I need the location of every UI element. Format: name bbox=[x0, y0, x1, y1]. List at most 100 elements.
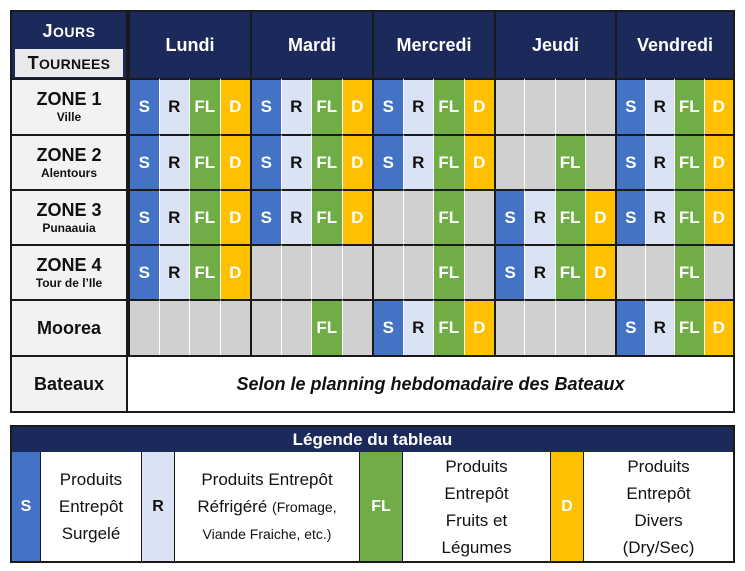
delivery-schedule-table: JOURS TOURNEES Lundi Mardi Mercredi Jeud… bbox=[10, 10, 735, 413]
legend-note: Viande Fraiche, etc.) bbox=[202, 525, 332, 542]
cell-fl: FL bbox=[433, 244, 464, 299]
row-name: ZONE 2 bbox=[36, 144, 102, 165]
legend-swatch-fl: FL bbox=[360, 452, 403, 561]
cell-empty bbox=[554, 299, 585, 355]
row-label-bateaux: Bateaux bbox=[12, 355, 128, 411]
legend-swatch-d: D bbox=[551, 452, 584, 561]
cell-r: R bbox=[402, 299, 433, 355]
cell-empty bbox=[584, 299, 615, 355]
legend-swatch-s: S bbox=[12, 452, 41, 561]
jours-header: JOURS bbox=[12, 15, 126, 47]
legend-line: Produits bbox=[59, 470, 123, 489]
cell-d: D bbox=[219, 134, 250, 189]
cell-empty bbox=[494, 299, 525, 355]
cell-fl: FL bbox=[433, 299, 464, 355]
cell-empty bbox=[372, 189, 403, 244]
cell-d: D bbox=[463, 299, 494, 355]
cell-empty bbox=[128, 299, 159, 355]
cell-empty bbox=[463, 189, 494, 244]
cell-r: R bbox=[644, 78, 674, 134]
jours-rest: OURS bbox=[53, 24, 96, 40]
cell-d: D bbox=[703, 189, 733, 244]
cell-empty bbox=[158, 299, 189, 355]
legend-title: Légende du tableau bbox=[12, 427, 733, 452]
row-subtitle: Alentours bbox=[40, 165, 97, 180]
cell-s: S bbox=[372, 299, 403, 355]
cell-s: S bbox=[372, 78, 403, 134]
cell-s: S bbox=[128, 134, 159, 189]
row-name: ZONE 4 bbox=[36, 254, 102, 275]
row-subtitle: Punaauia bbox=[42, 220, 96, 235]
cell-empty bbox=[250, 244, 281, 299]
cell-empty bbox=[250, 299, 281, 355]
cell-r: R bbox=[280, 189, 311, 244]
cell-d: D bbox=[584, 189, 615, 244]
cell-r: R bbox=[158, 134, 189, 189]
cell-d: D bbox=[703, 134, 733, 189]
legend-line: (Dry/Sec) bbox=[622, 537, 695, 557]
cell-s: S bbox=[250, 134, 281, 189]
cell-empty bbox=[524, 78, 555, 134]
bateaux-note: Selon le planning hebdomadaire des Batea… bbox=[128, 355, 733, 411]
cell-empty bbox=[402, 244, 433, 299]
cell-fl: FL bbox=[189, 78, 220, 134]
legend-desc-fl: Produits Entrepôt Fruits et Légumes bbox=[403, 452, 551, 561]
jours-cap: J bbox=[42, 21, 54, 41]
legend-line: Divers bbox=[634, 510, 683, 530]
cell-empty bbox=[524, 299, 555, 355]
cell-fl: FL bbox=[311, 134, 342, 189]
cell-r: R bbox=[524, 244, 555, 299]
cell-empty bbox=[341, 299, 372, 355]
cell-r: R bbox=[524, 189, 555, 244]
cell-s: S bbox=[128, 78, 159, 134]
cell-fl: FL bbox=[311, 189, 342, 244]
legend-desc-r: Produits Entrepôt Réfrigéré (Fromage, Vi… bbox=[175, 452, 360, 561]
cell-fl: FL bbox=[433, 189, 464, 244]
cell-fl: FL bbox=[554, 244, 585, 299]
row-subtitle: Ville bbox=[56, 110, 82, 124]
row-label-3: ZONE 3 Punaauia bbox=[12, 189, 128, 244]
cell-empty bbox=[494, 78, 525, 134]
cell-d: D bbox=[219, 78, 250, 134]
cell-d: D bbox=[703, 299, 733, 355]
legend-line: Réfrigéré bbox=[197, 496, 268, 516]
legend-line: Surgelé bbox=[61, 524, 121, 543]
cell-s: S bbox=[250, 78, 281, 134]
cell-s: S bbox=[250, 189, 281, 244]
day-header-lundi: Lundi bbox=[128, 12, 250, 78]
cell-empty bbox=[341, 244, 372, 299]
cell-empty bbox=[644, 244, 674, 299]
cell-fl: FL bbox=[189, 244, 220, 299]
cell-s: S bbox=[372, 134, 403, 189]
cell-empty bbox=[219, 299, 250, 355]
cell-empty bbox=[189, 299, 220, 355]
legend-line: Légumes bbox=[441, 537, 512, 557]
cell-empty bbox=[554, 78, 585, 134]
cell-fl: FL bbox=[554, 189, 585, 244]
row-label-2: ZONE 2 Alentours bbox=[12, 134, 128, 189]
cell-d: D bbox=[703, 78, 733, 134]
legend-table: Légende du tableau S Produits Entrepôt S… bbox=[10, 425, 735, 563]
cell-d: D bbox=[341, 134, 372, 189]
cell-empty bbox=[494, 134, 525, 189]
day-header-mardi: Mardi bbox=[250, 12, 372, 78]
row-name: ZONE 3 bbox=[36, 199, 102, 220]
legend-line: Fruits et bbox=[445, 510, 508, 530]
cell-r: R bbox=[644, 299, 674, 355]
cell-fl: FL bbox=[674, 134, 704, 189]
cell-fl: FL bbox=[433, 134, 464, 189]
cell-empty bbox=[280, 299, 311, 355]
cell-fl: FL bbox=[674, 244, 704, 299]
cell-empty bbox=[372, 244, 403, 299]
cell-s: S bbox=[615, 78, 645, 134]
cell-d: D bbox=[584, 244, 615, 299]
cell-s: S bbox=[615, 189, 645, 244]
cell-empty bbox=[615, 244, 645, 299]
cell-r: R bbox=[402, 134, 433, 189]
cell-r: R bbox=[158, 189, 189, 244]
cell-s: S bbox=[615, 299, 645, 355]
tournees-header: TOURNEES bbox=[15, 49, 123, 77]
legend-line: Entrepôt bbox=[58, 497, 124, 516]
cell-d: D bbox=[463, 78, 494, 134]
cell-fl: FL bbox=[554, 134, 585, 189]
